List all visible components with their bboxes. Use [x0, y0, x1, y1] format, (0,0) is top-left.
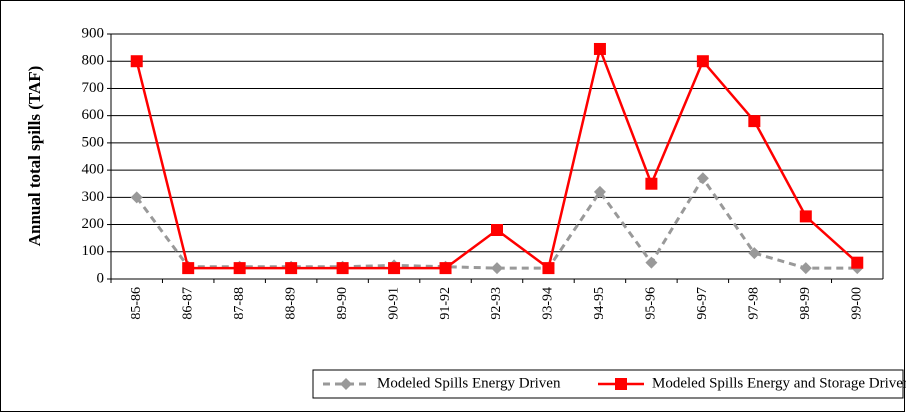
data-point — [130, 55, 143, 68]
x-tick-label: 99-00 — [849, 287, 864, 320]
x-tick-label: 98-99 — [798, 287, 813, 320]
data-point — [748, 247, 761, 260]
x-tick-label: 93-94 — [541, 287, 556, 320]
legend-label: Modeled Spills Energy Driven — [377, 375, 561, 391]
y-tick-label: 700 — [82, 80, 105, 96]
data-point — [542, 262, 555, 275]
data-point — [285, 262, 298, 275]
data-point — [799, 262, 812, 275]
x-tick-label: 85-86 — [129, 287, 144, 320]
data-point — [645, 177, 658, 190]
data-point — [645, 256, 658, 269]
data-line — [135, 175, 858, 270]
data-point — [593, 185, 606, 198]
data-point — [388, 262, 401, 275]
data-point — [491, 224, 503, 236]
y-tick-label: 600 — [82, 107, 105, 123]
data-point — [130, 191, 143, 204]
data-point — [851, 256, 864, 269]
data-point — [439, 262, 452, 275]
x-tick-label: 96-97 — [695, 287, 710, 320]
y-tick-label: 900 — [82, 25, 105, 41]
x-tick-label: 88-89 — [283, 287, 298, 320]
data-point — [593, 42, 606, 55]
y-tick-label: 800 — [82, 53, 105, 69]
y-tick-label: 200 — [82, 216, 105, 232]
y-axis-label: Annual total spills (TAF) — [25, 66, 44, 247]
y-tick-label: 100 — [82, 243, 105, 259]
legend-marker — [615, 378, 627, 390]
legend-label: Modeled Spills Energy and Storage Driven — [652, 375, 906, 391]
data-point — [799, 210, 812, 223]
x-tick-label: 95-96 — [644, 287, 659, 320]
y-tick-label: 300 — [82, 189, 105, 205]
x-tick-label: 89-90 — [335, 287, 350, 320]
data-point — [491, 262, 503, 275]
x-tick-label: 86-87 — [180, 287, 195, 320]
data-point — [696, 55, 709, 68]
x-tick-label: 97-98 — [747, 287, 762, 320]
data-point — [182, 262, 195, 275]
x-tick-label: 90-91 — [386, 287, 401, 320]
x-tick-label: 92-93 — [489, 287, 504, 320]
legend-marker — [340, 378, 352, 390]
y-tick-label: 500 — [82, 134, 105, 150]
data-point — [336, 262, 349, 275]
x-tick-label: 94-95 — [592, 287, 607, 320]
data-point — [696, 172, 709, 185]
data-point — [748, 115, 761, 128]
x-tick-label: 87-88 — [232, 287, 247, 320]
x-tick-label: 91-92 — [438, 287, 453, 320]
data-point — [233, 262, 246, 275]
y-tick-label: 400 — [82, 162, 105, 178]
y-tick-label: 0 — [97, 270, 105, 286]
